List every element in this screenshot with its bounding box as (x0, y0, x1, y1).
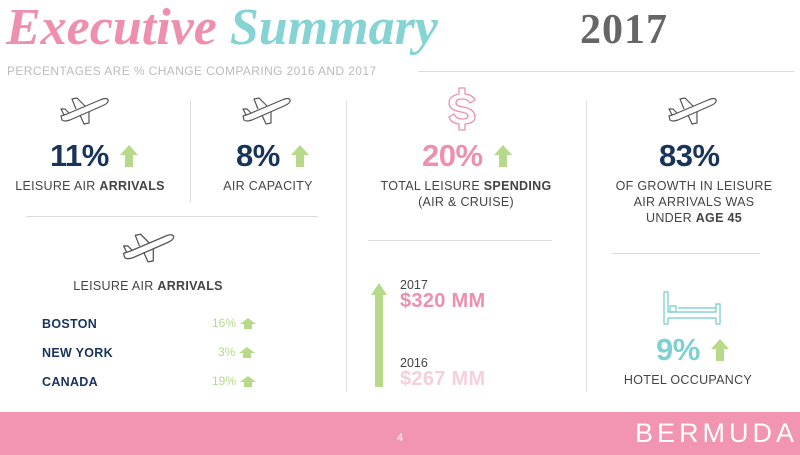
leisure-spending-label: TOTAL LEISURE SPENDING (AIR & CRUISE) (380, 179, 552, 209)
hotel-occupancy-stat: 9% (656, 332, 730, 368)
page-title: Executive Summary (6, 0, 438, 57)
market-city: CANADA (42, 375, 98, 389)
bed-icon (662, 290, 722, 326)
market-city: BOSTON (42, 317, 98, 331)
hotel-occupancy-value: 9% (656, 332, 700, 367)
hotel-occupancy-label: HOTEL OCCUPANCY (623, 373, 753, 387)
dollar-icon (446, 86, 478, 132)
air-capacity-label: AIR CAPACITY (223, 179, 313, 193)
leisure-arrivals-label: LEISURE AIR ARRIVALS (15, 179, 165, 193)
air-capacity-value: 8% (236, 138, 280, 173)
leisure-arrivals-value: 11% (50, 138, 109, 173)
leisure-spending-stat: 20% (422, 138, 513, 174)
spending-year-2016: 2016 (400, 356, 428, 370)
arrivals-by-market-title: LEISURE AIR ARRIVALS (73, 279, 223, 293)
growth-under-45-label: OF GROWTH IN LEISURE AIR ARRIVALS WAS UN… (615, 179, 773, 225)
divider (368, 240, 552, 241)
growth-under-45-value: 83% (659, 138, 720, 173)
page-number: 4 (397, 432, 404, 444)
arrow-up-icon (240, 317, 257, 329)
report-year: 2017 (580, 7, 668, 53)
arrow-up-icon (710, 339, 729, 361)
arrow-up-icon (290, 145, 309, 167)
title-word-executive: Executive (6, 0, 217, 56)
divider (190, 100, 191, 202)
market-value: 19% (212, 374, 257, 388)
divider (612, 253, 760, 254)
market-value: 3% (218, 345, 256, 359)
growth-under-45-stat: 83% (659, 138, 720, 174)
footer-bar (0, 412, 800, 455)
market-value: 16% (212, 316, 257, 330)
divider (418, 71, 794, 72)
airplane-icon (58, 94, 110, 126)
arrow-up-icon (239, 346, 256, 358)
subtitle: PERCENTAGES ARE % CHANGE COMPARING 2016 … (7, 64, 377, 78)
spending-value-2016: $267 MM (400, 368, 486, 390)
air-capacity-stat: 8% (236, 138, 310, 174)
divider (346, 100, 347, 392)
market-city: NEW YORK (42, 346, 113, 360)
arrow-up-icon (370, 282, 388, 388)
arrow-up-icon (493, 145, 512, 167)
leisure-arrivals-stat: 11% (50, 138, 139, 174)
airplane-icon (240, 94, 292, 126)
leisure-spending-value: 20% (422, 138, 483, 173)
airplane-icon (666, 94, 718, 126)
bermuda-logo: BERMUDA (635, 418, 799, 448)
spending-year-2017: 2017 (400, 278, 428, 292)
arrow-up-icon (119, 145, 138, 167)
airplane-icon (120, 230, 176, 264)
divider (26, 216, 318, 217)
title-word-summary: Summary (229, 0, 438, 56)
divider (586, 100, 587, 392)
spending-value-2017: $320 MM (400, 290, 486, 312)
arrow-up-icon (240, 375, 257, 387)
